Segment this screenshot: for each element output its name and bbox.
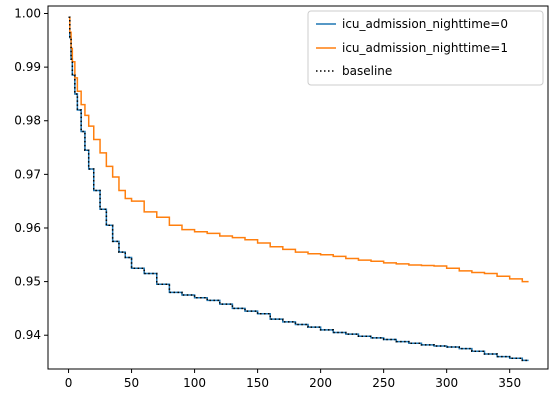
x-axis: 0 50 100 150 200 250 300 350 <box>65 369 521 390</box>
series-line-baseline <box>68 16 529 362</box>
legend: icu_admission_nighttime=0 icu_admission_… <box>307 10 544 86</box>
x-tick-label: 50 <box>124 376 139 390</box>
x-tick-label: 150 <box>246 376 269 390</box>
legend-label-baseline: baseline <box>342 64 392 78</box>
y-tick-label: 0.94 <box>14 328 41 342</box>
x-tick-label: 0 <box>65 376 73 390</box>
x-tick-label: 350 <box>498 376 521 390</box>
legend-box <box>307 10 544 86</box>
x-tick-label: 200 <box>309 376 332 390</box>
x-tick-label: 100 <box>183 376 206 390</box>
plot-frame <box>47 5 549 370</box>
y-tick-label: 0.96 <box>14 221 41 235</box>
y-tick-label: 0.99 <box>14 60 41 74</box>
y-tick-label: 1.00 <box>14 7 41 21</box>
y-tick-label: 0.97 <box>14 167 41 181</box>
legend-label-nighttime-1: icu_admission_nighttime=1 <box>342 41 508 55</box>
y-tick-label: 0.98 <box>14 114 41 128</box>
legend-label-nighttime-0: icu_admission_nighttime=0 <box>342 17 508 31</box>
y-tick-label: 0.95 <box>14 275 41 289</box>
series-line-icu-admission-nighttime-1 <box>68 16 529 283</box>
series-layer <box>68 16 529 362</box>
y-axis: 0.94 0.95 0.96 0.97 0.98 0.99 1.00 <box>14 7 48 342</box>
x-tick-label: 250 <box>372 376 395 390</box>
x-tick-label: 300 <box>435 376 458 390</box>
